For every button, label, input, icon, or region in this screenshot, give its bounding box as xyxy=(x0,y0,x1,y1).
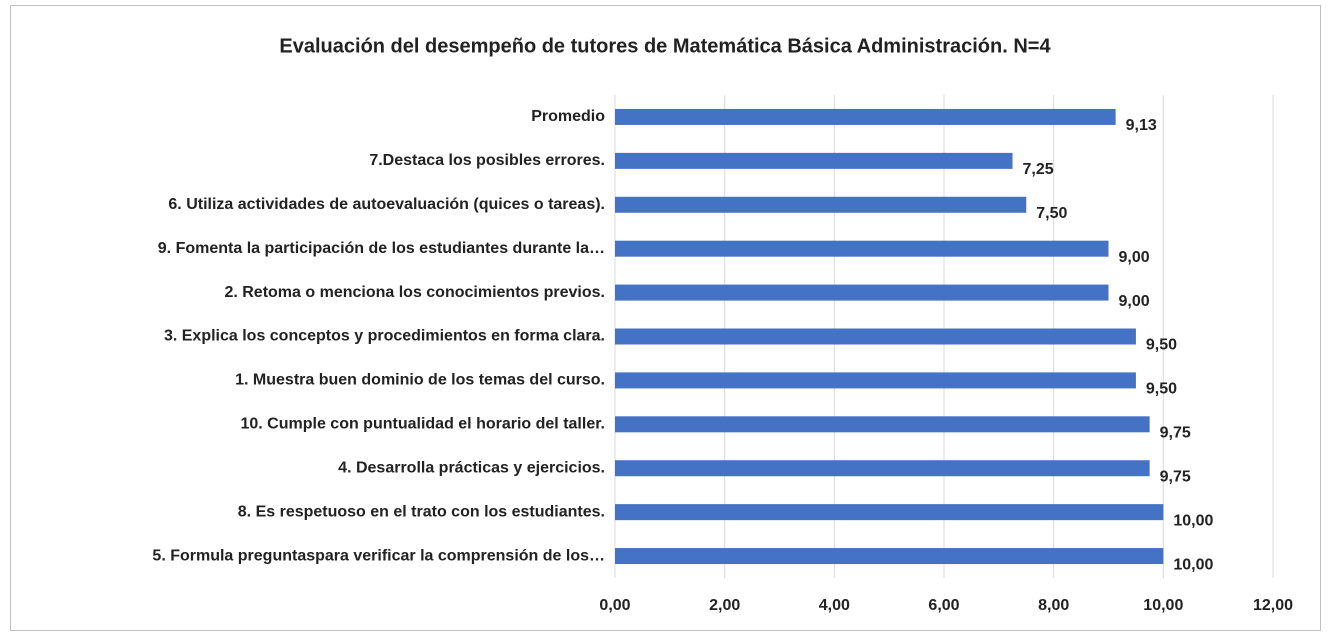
x-tick-label: 0,00 xyxy=(599,597,630,614)
value-label: 10,00 xyxy=(1173,556,1213,573)
value-label: 9,00 xyxy=(1119,293,1150,310)
bar xyxy=(615,152,1013,169)
bar xyxy=(615,416,1150,433)
chart-title: Evaluación del desempeño de tutores de M… xyxy=(279,35,1051,57)
x-tick-label: 6,00 xyxy=(928,597,959,614)
value-label: 9,13 xyxy=(1126,117,1157,134)
x-tick-label: 10,00 xyxy=(1143,597,1183,614)
value-label: 9,75 xyxy=(1160,425,1191,442)
y-tick-label: 8. Es respetuoso en el trato con los est… xyxy=(238,503,605,520)
y-tick-label: 7.Destaca los posibles errores. xyxy=(369,152,605,169)
value-label: 9,50 xyxy=(1146,337,1177,354)
value-label: 9,00 xyxy=(1119,249,1150,266)
bar xyxy=(615,108,1116,125)
value-label: 9,75 xyxy=(1160,468,1191,485)
value-label: 7,50 xyxy=(1036,205,1067,222)
bar xyxy=(615,372,1136,389)
bar xyxy=(615,460,1150,477)
y-tick-label: 3. Explica los conceptos y procedimiento… xyxy=(164,328,605,345)
bar xyxy=(615,196,1027,213)
bar xyxy=(615,284,1109,301)
bar xyxy=(615,328,1136,345)
y-tick-label: 6. Utiliza actividades de autoevaluación… xyxy=(168,196,605,213)
value-label: 7,25 xyxy=(1023,161,1054,178)
chart-frame xyxy=(10,5,1321,631)
y-tick-label: 4. Desarrolla prácticas y ejercicios. xyxy=(338,459,605,476)
y-tick-label: 5. Formula preguntaspara verificar la co… xyxy=(152,547,605,564)
y-tick-label: Promedio xyxy=(531,108,605,125)
x-tick-label: 12,00 xyxy=(1253,597,1293,614)
x-tick-label: 8,00 xyxy=(1038,597,1069,614)
y-tick-label: 2. Retoma o menciona los conocimientos p… xyxy=(224,284,605,301)
bar xyxy=(615,240,1109,257)
value-label: 9,50 xyxy=(1146,381,1177,398)
y-tick-label: 10. Cumple con puntualidad el horario de… xyxy=(240,416,605,433)
bar xyxy=(615,548,1164,565)
y-tick-label: 9. Fomenta la participación de los estud… xyxy=(158,240,605,257)
x-tick-label: 4,00 xyxy=(819,597,850,614)
y-tick-label: 1. Muestra buen dominio de los temas del… xyxy=(235,372,605,389)
bar xyxy=(615,504,1164,521)
value-label: 10,00 xyxy=(1173,512,1213,529)
x-tick-label: 2,00 xyxy=(709,597,740,614)
